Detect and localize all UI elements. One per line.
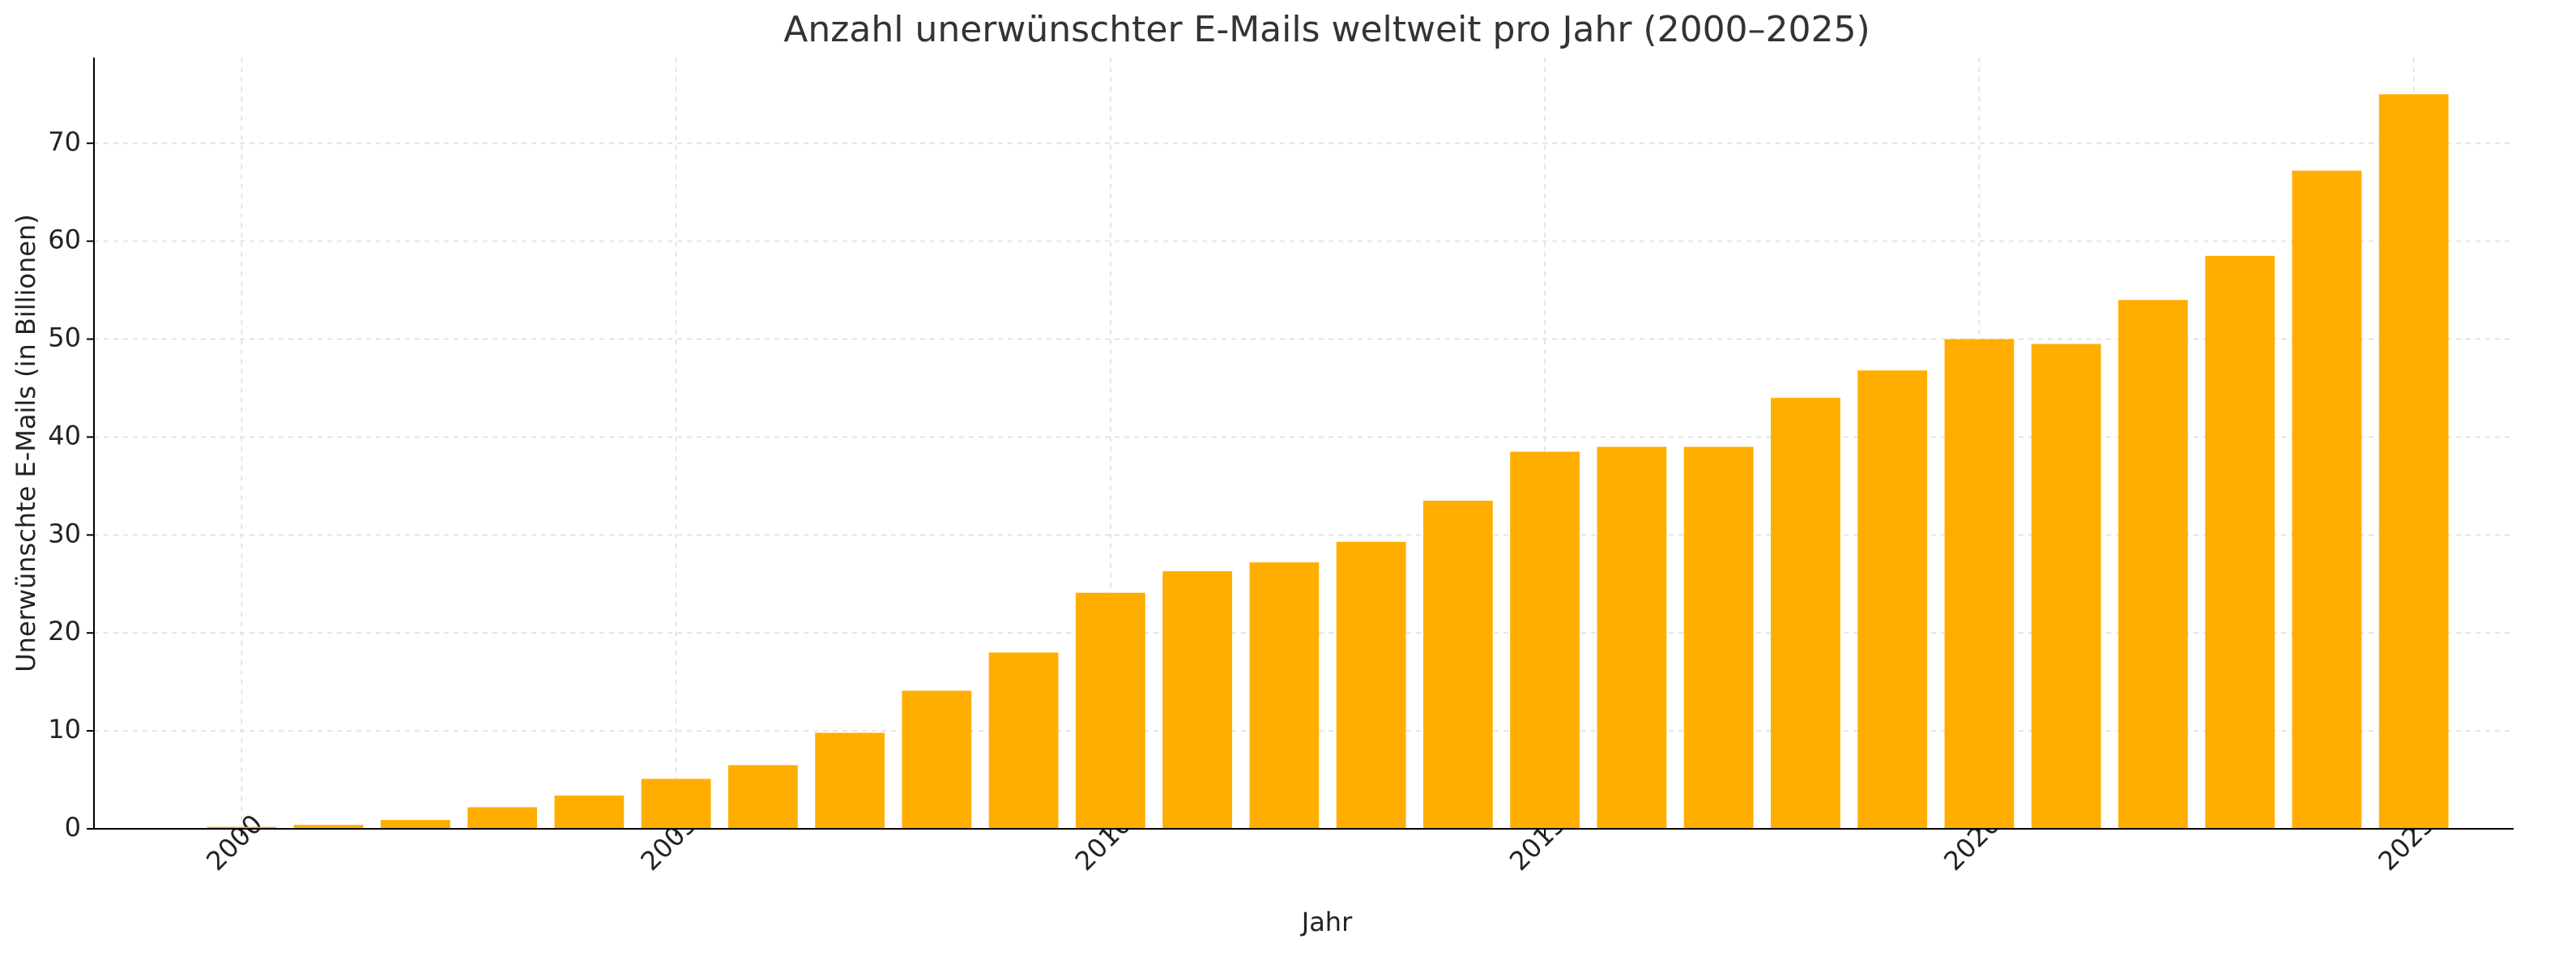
bar xyxy=(1162,571,1233,829)
bar xyxy=(1510,451,1580,829)
bar xyxy=(2205,255,2275,829)
y-axis-label: Unerwünschte E-Mails (in Billionen) xyxy=(11,214,41,672)
bar xyxy=(2118,300,2188,829)
bar xyxy=(1597,446,1667,829)
y-tick-label: 50 xyxy=(48,322,81,353)
bar xyxy=(554,795,625,829)
x-tick-label: 2000 xyxy=(200,809,268,877)
bar xyxy=(2031,344,2101,830)
bar xyxy=(1336,541,1406,829)
y-tick-label: 0 xyxy=(65,812,81,843)
bar xyxy=(1422,501,1493,829)
y-tick-label: 60 xyxy=(48,224,81,255)
bar xyxy=(207,826,277,829)
x-axis-label: Jahr xyxy=(1300,907,1353,937)
bar xyxy=(1857,370,1928,829)
y-tick-label: 40 xyxy=(48,420,81,450)
bar xyxy=(380,820,450,829)
bar xyxy=(1770,398,1840,830)
bar xyxy=(902,690,972,829)
bar xyxy=(467,807,537,829)
bar xyxy=(815,732,885,829)
bar xyxy=(1075,592,1145,829)
y-tick-label: 30 xyxy=(48,518,81,548)
bar xyxy=(641,779,711,829)
bar xyxy=(2292,170,2362,830)
bar xyxy=(727,765,798,829)
bar xyxy=(1944,339,2015,829)
y-tick-label: 20 xyxy=(48,616,81,647)
bar xyxy=(1249,562,1320,829)
bar xyxy=(1683,446,1754,829)
bar xyxy=(988,652,1059,829)
y-tick-label: 10 xyxy=(48,714,81,745)
chart-title: Anzahl unerwünschter E-Mails weltweit pr… xyxy=(783,9,1870,50)
bar xyxy=(293,825,364,829)
bar xyxy=(2378,94,2449,830)
y-tick-label: 70 xyxy=(48,126,81,157)
